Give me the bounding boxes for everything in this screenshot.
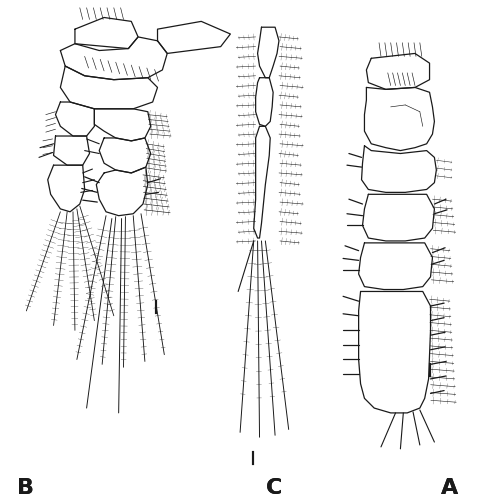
Text: C: C (266, 478, 282, 498)
Text: A: A (441, 478, 458, 498)
Text: A: A (441, 478, 458, 498)
Text: B: B (18, 478, 35, 498)
Text: B: B (18, 478, 35, 498)
Text: C: C (266, 478, 282, 498)
